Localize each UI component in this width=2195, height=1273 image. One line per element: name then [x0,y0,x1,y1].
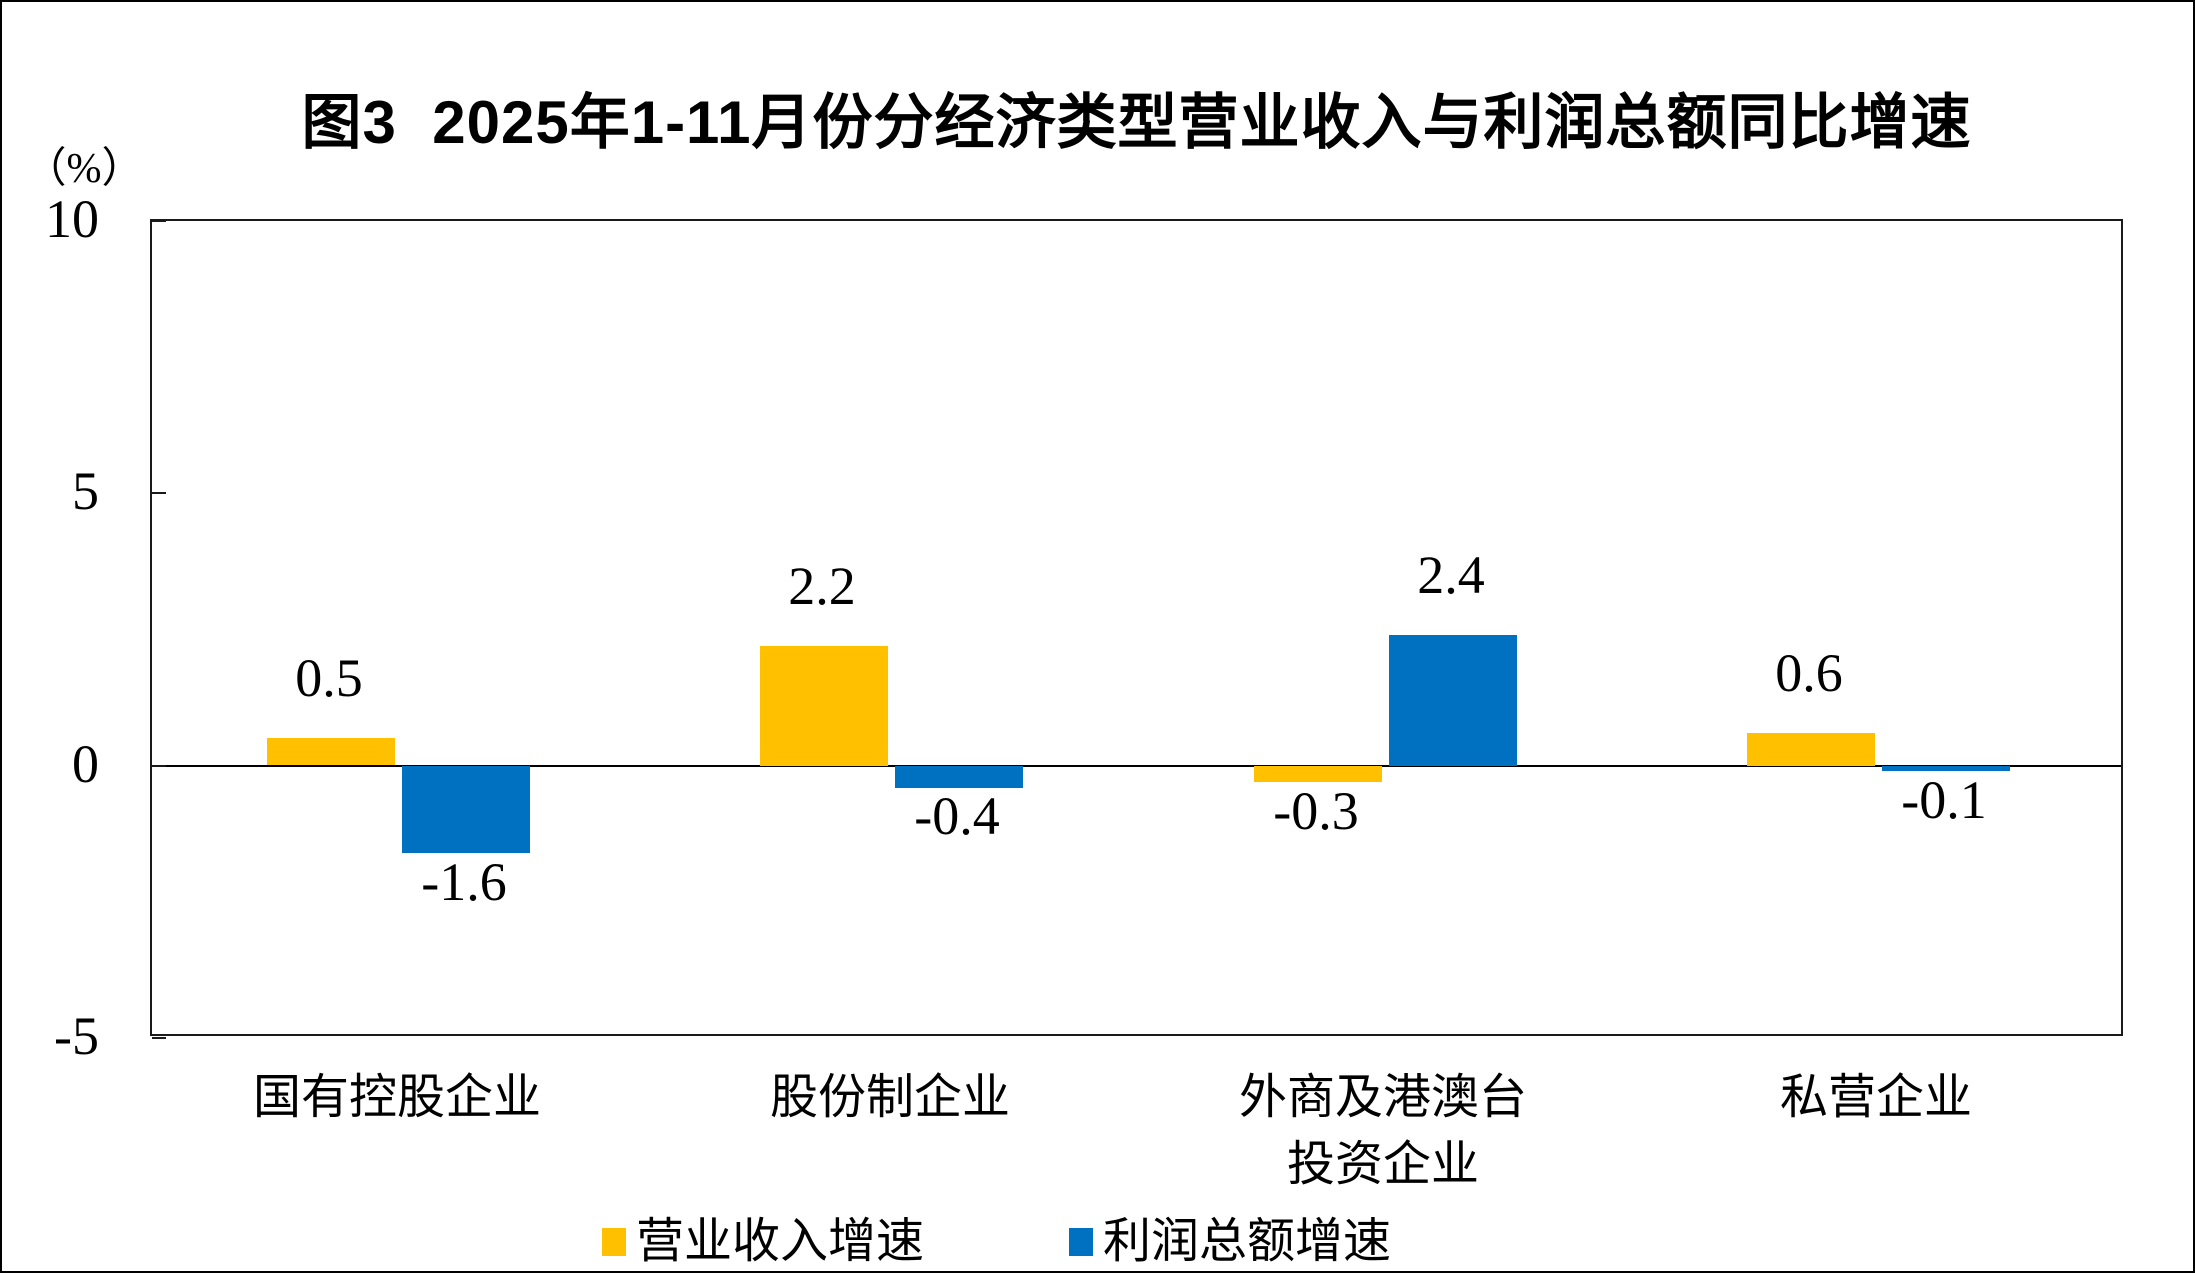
bar-value-label: 2.2 [788,556,856,616]
bar-value-label: -0.4 [914,786,1000,846]
x-category-label: 国有控股企业 [252,1071,541,1124]
legend-label: 营业收入增速 [636,1215,925,1268]
x-category-label: 私营企业 [1779,1071,1972,1124]
legend: 营业收入增速 利润总额增速 [602,1218,1391,1266]
plot-area [150,219,2123,1039]
legend-swatch-icon [1069,1228,1094,1256]
bar-revenue-c2 [1254,766,1382,782]
y-tick-mark [152,765,166,767]
y-tick-label: -5 [54,1006,99,1066]
y-tick-label: 10 [45,189,99,249]
y-tick-mark [152,1037,166,1039]
bar-value-label: 2.4 [1417,545,1485,605]
bar-profit-c2 [1389,635,1517,766]
y-tick-label: 5 [72,461,99,521]
y-axis-unit-label: （%） [24,146,144,192]
x-category-label: 股份制企业 [769,1071,1010,1124]
y-tick-label: 0 [72,734,99,794]
legend-item-revenue: 营业收入增速 [602,1218,924,1266]
bar-value-label: -0.1 [1901,770,1987,830]
bar-profit-c3 [1882,766,2010,771]
y-tick-mark [152,492,166,494]
y-tick-mark [152,220,166,222]
zero-axis-line [152,765,2121,767]
x-category-label: 外商及港澳台 投资企业 [1238,1071,1527,1192]
legend-swatch-icon [602,1228,626,1256]
bar-revenue-c0 [267,738,395,765]
bar-profit-c1 [895,766,1023,788]
bar-profit-c0 [402,766,530,853]
bar-value-label: -0.3 [1273,781,1359,841]
legend-label: 利润总额增速 [1103,1215,1392,1268]
bar-revenue-c1 [760,646,888,766]
bar-value-label: 0.5 [295,648,363,708]
legend-item-profit: 利润总额增速 [1069,1218,1391,1266]
chart-title: 图3 2025年1-11月份分经济类型营业收入与利润总额同比增速 [301,89,1972,156]
bar-revenue-c3 [1747,733,1875,766]
bar-value-label: -1.6 [421,852,507,912]
bar-value-label: 0.6 [1775,643,1843,703]
